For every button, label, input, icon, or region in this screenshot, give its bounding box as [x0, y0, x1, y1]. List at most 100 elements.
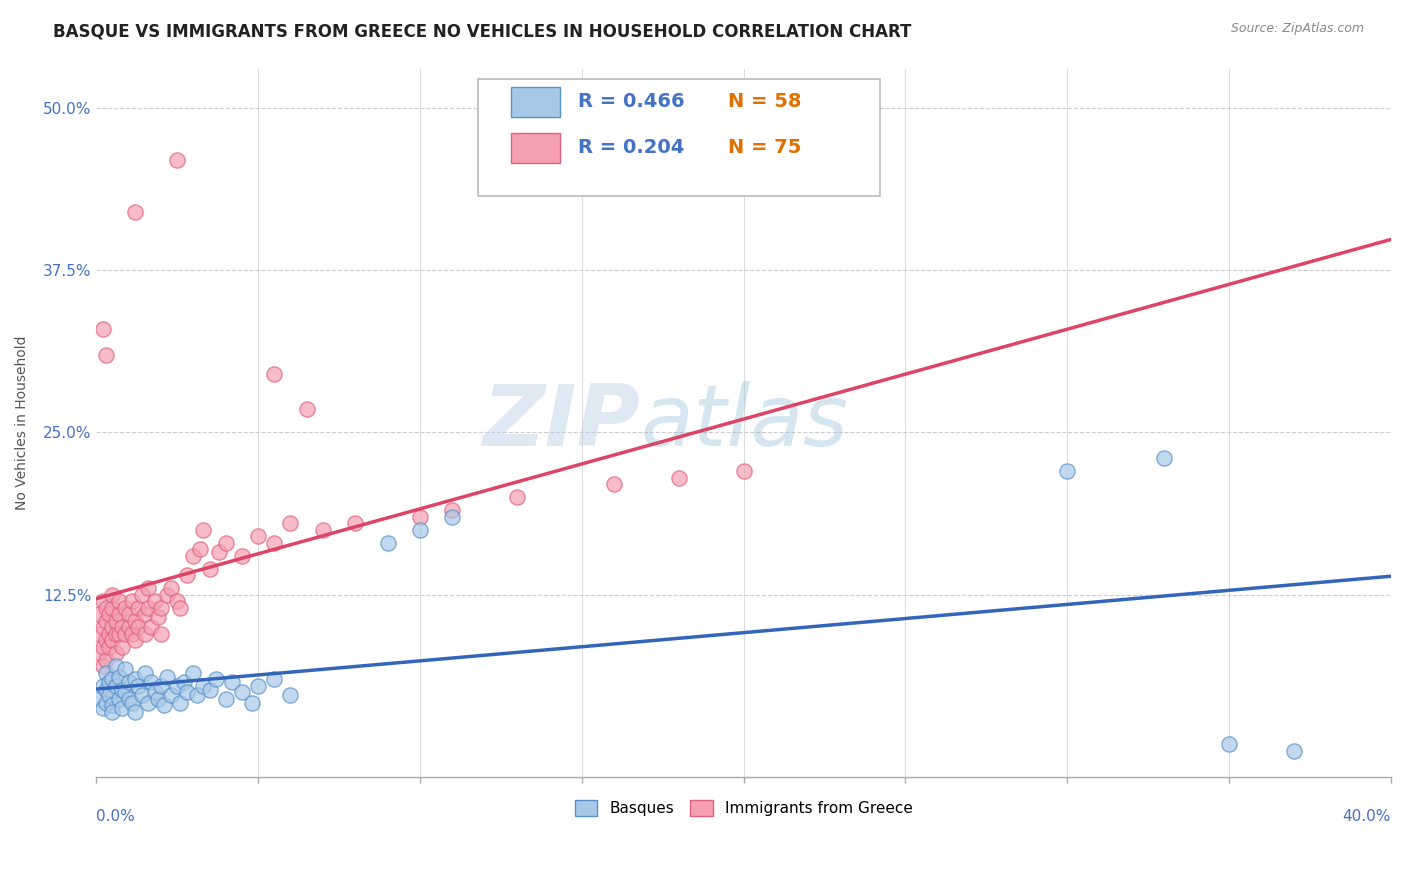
Point [94, 633, 117, 648]
Point [344, 516, 367, 531]
Point [114, 627, 136, 641]
Point [108, 670, 131, 684]
Point [127, 620, 149, 634]
Point [169, 601, 191, 615]
Point [114, 662, 136, 676]
Point [94, 653, 117, 667]
Point [441, 510, 464, 524]
Point [441, 503, 464, 517]
FancyBboxPatch shape [510, 87, 560, 117]
Point [141, 620, 163, 634]
Point [136, 601, 159, 615]
Point [91, 321, 114, 335]
Point [146, 692, 169, 706]
Text: Source: ZipAtlas.com: Source: ZipAtlas.com [1230, 22, 1364, 36]
Point [127, 601, 149, 615]
Point [94, 601, 117, 615]
Point [98, 675, 121, 690]
Point [108, 607, 131, 622]
Point [111, 682, 134, 697]
Point [312, 523, 335, 537]
Point [91, 679, 114, 693]
Point [198, 562, 221, 576]
Point [221, 675, 243, 690]
Point [176, 568, 198, 582]
Point [169, 696, 191, 710]
Text: N = 58: N = 58 [728, 92, 801, 112]
Point [1153, 451, 1175, 466]
Point [295, 402, 318, 417]
Point [104, 614, 127, 628]
Text: BASQUE VS IMMIGRANTS FROM GREECE NO VEHICLES IN HOUSEHOLD CORRELATION CHART: BASQUE VS IMMIGRANTS FROM GREECE NO VEHI… [53, 22, 912, 40]
Point [150, 601, 173, 615]
Point [134, 627, 156, 641]
Point [150, 627, 173, 641]
Point [111, 640, 134, 654]
Point [134, 607, 156, 622]
Point [89, 692, 111, 706]
Point [108, 594, 131, 608]
Point [98, 688, 121, 702]
Point [89, 607, 111, 622]
Point [159, 582, 181, 596]
Point [98, 627, 121, 641]
Point [117, 620, 139, 634]
Point [153, 698, 176, 713]
Legend: Basques, Immigrants from Greece: Basques, Immigrants from Greece [568, 794, 920, 822]
Point [205, 673, 228, 687]
Point [208, 545, 231, 559]
Point [94, 682, 117, 697]
Point [101, 698, 124, 713]
Point [166, 679, 188, 693]
Point [409, 523, 432, 537]
Text: R = 0.466: R = 0.466 [578, 92, 685, 112]
Point [146, 610, 169, 624]
Point [191, 523, 214, 537]
Point [166, 594, 188, 608]
Point [240, 696, 263, 710]
Point [121, 594, 143, 608]
Point [121, 627, 143, 641]
FancyBboxPatch shape [510, 133, 560, 162]
Point [173, 675, 195, 690]
Point [108, 627, 131, 641]
Text: N = 75: N = 75 [728, 138, 801, 157]
Point [1056, 465, 1078, 479]
Point [124, 705, 146, 719]
Point [94, 696, 117, 710]
Point [183, 665, 205, 680]
Point [263, 673, 285, 687]
Point [231, 685, 253, 699]
Point [1218, 738, 1240, 752]
Point [215, 692, 238, 706]
Point [101, 673, 124, 687]
Point [1282, 744, 1305, 758]
Point [94, 614, 117, 628]
Point [176, 685, 198, 699]
Point [191, 679, 214, 693]
Point [506, 491, 529, 505]
Point [280, 688, 302, 702]
Point [134, 665, 156, 680]
Point [91, 594, 114, 608]
Point [186, 688, 208, 702]
Point [668, 471, 690, 485]
Point [101, 588, 124, 602]
Point [263, 367, 285, 381]
Point [231, 549, 253, 563]
Point [733, 465, 755, 479]
Point [111, 620, 134, 634]
Point [89, 627, 111, 641]
Point [247, 529, 270, 543]
Point [91, 640, 114, 654]
Point [94, 347, 117, 361]
Point [104, 679, 127, 693]
Text: 0.0%: 0.0% [96, 809, 135, 824]
Point [136, 582, 159, 596]
Point [131, 588, 153, 602]
FancyBboxPatch shape [478, 79, 880, 196]
Point [124, 673, 146, 687]
Point [117, 692, 139, 706]
Point [104, 659, 127, 673]
Point [603, 477, 626, 491]
